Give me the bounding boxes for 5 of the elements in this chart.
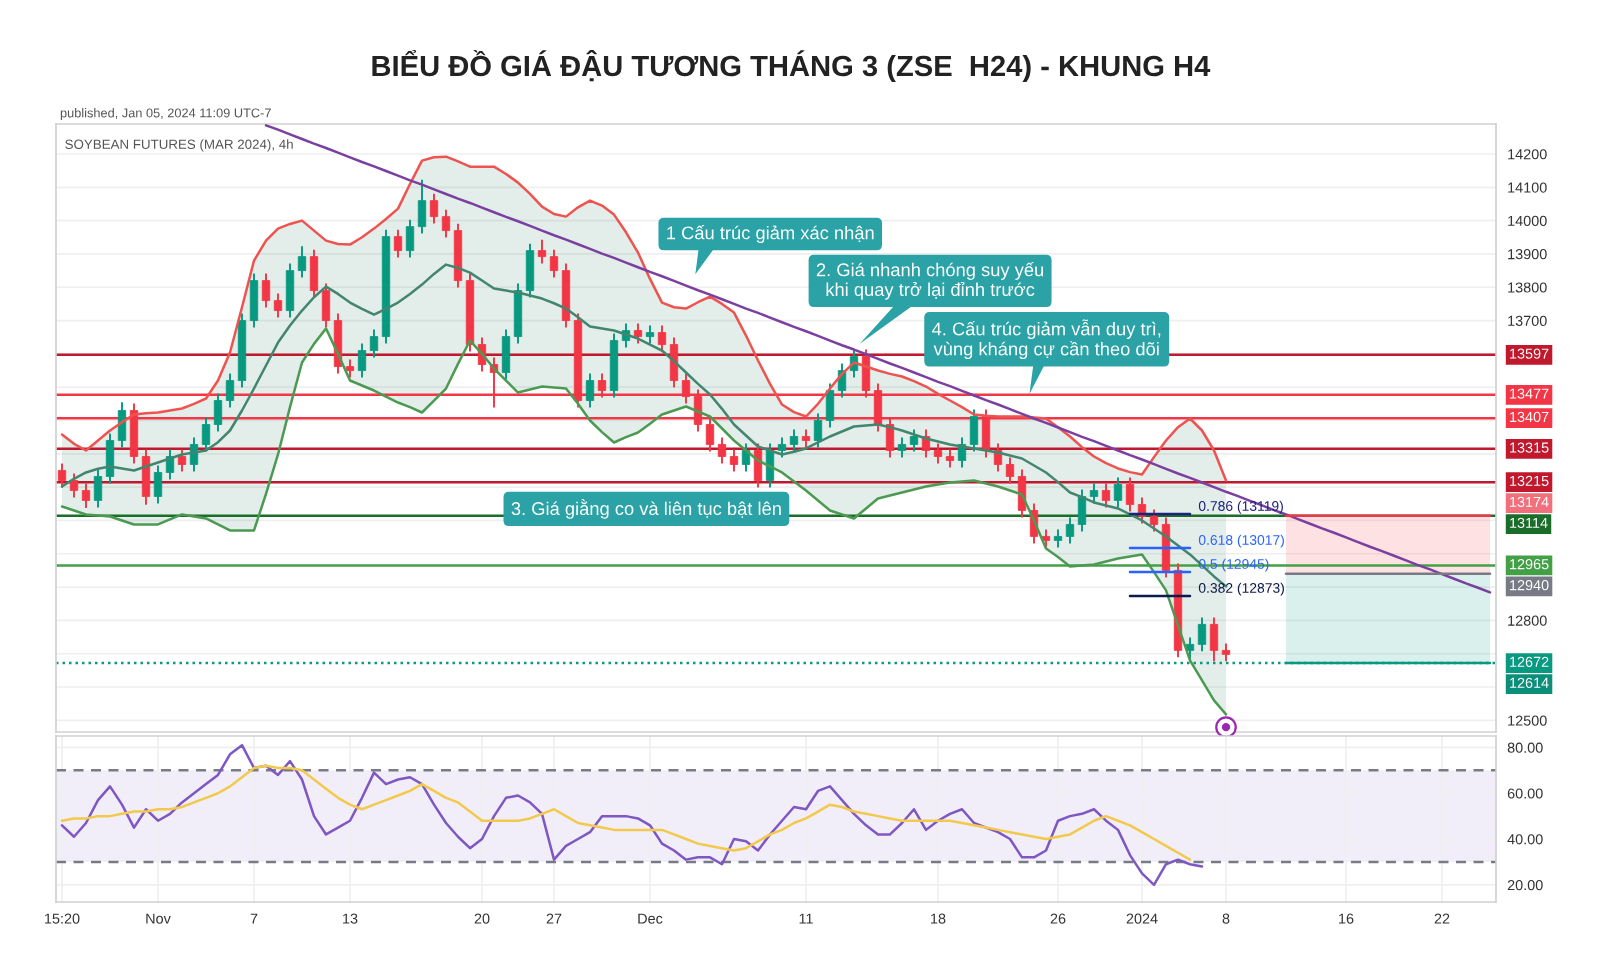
annotation: 3. Giá giằng co và liên tục bật lên xyxy=(511,499,781,519)
annotation: 2. Giá nhanh chóng suy yếu khi quay trở lại đỉnh trước xyxy=(816,262,1044,300)
annotation: 4. Cấu trúc giảm vẫn duy trì, vùng kháng cự cần theo dõi xyxy=(932,319,1161,360)
annotation: 1 Cấu trúc giảm xác nhận xyxy=(667,225,874,243)
chart-title: BIỂU ĐỒ GIÁ ĐẬU TƯƠNG THÁNG 3 (ZSE H24) - KHUNG H4 xyxy=(372,49,1211,83)
